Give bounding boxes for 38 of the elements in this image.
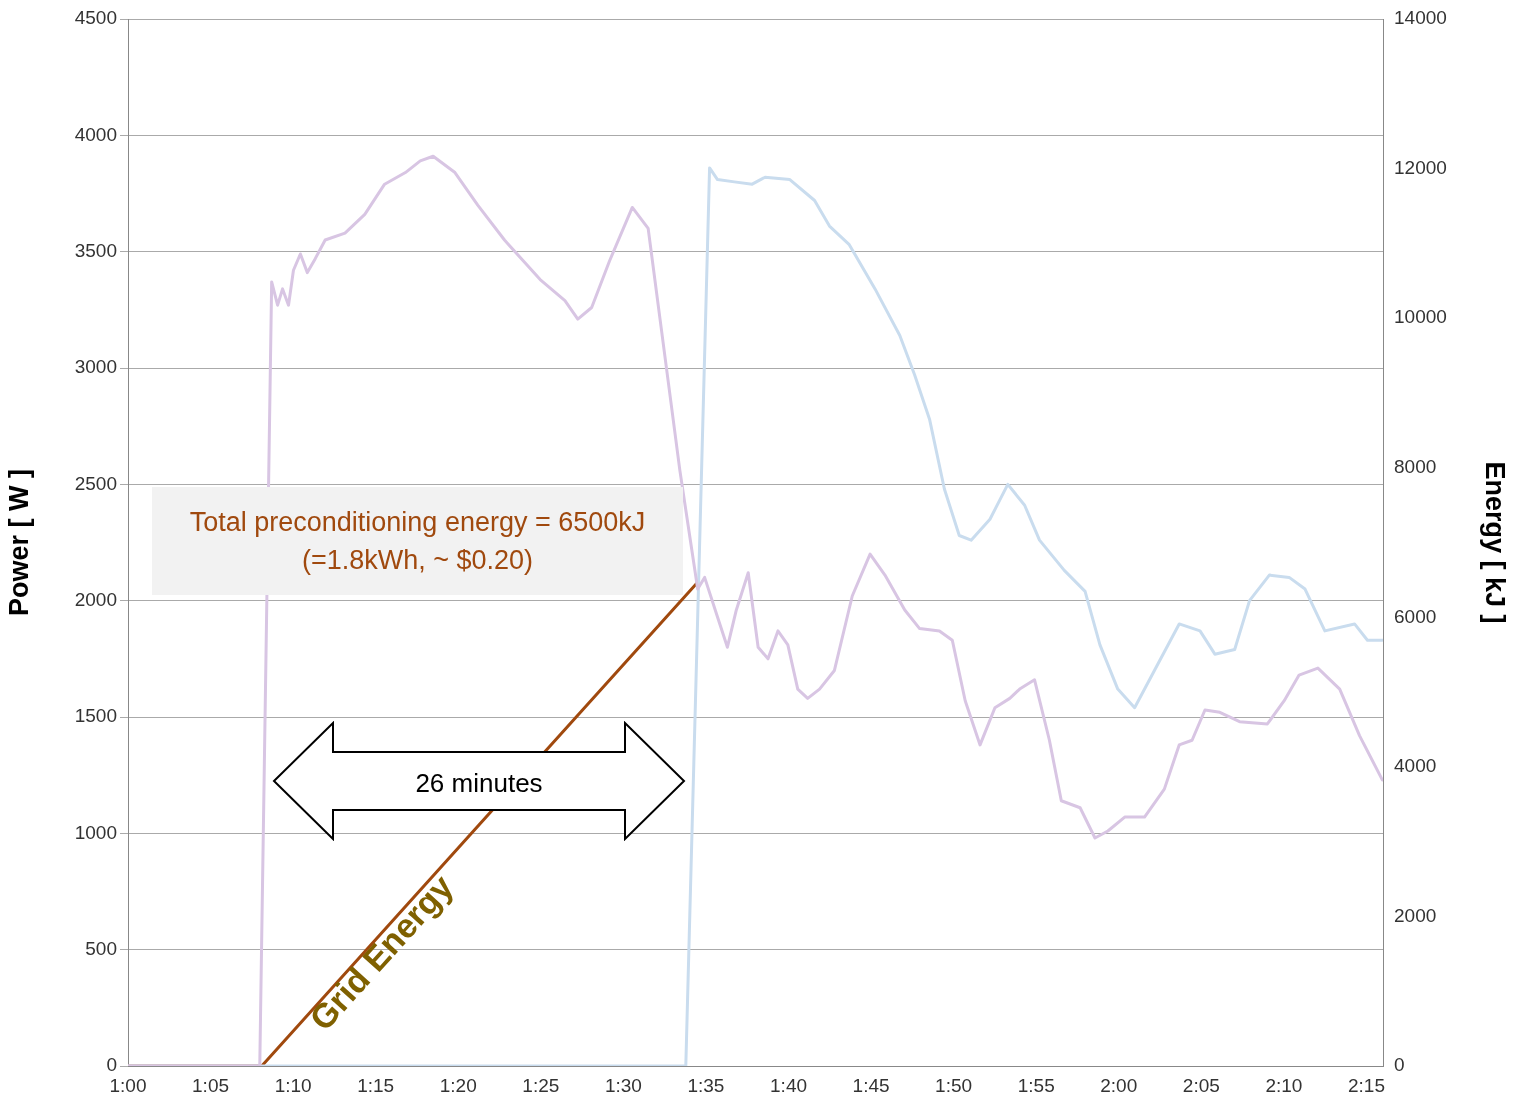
x-tick-label: 1:40 (770, 1074, 808, 1096)
y2-tick-label: 12000 (1394, 156, 1447, 178)
x-tick-label: 1:25 (522, 1074, 560, 1096)
x-tick-label: 1:10 (274, 1074, 312, 1096)
y2-tick-label: 8000 (1394, 455, 1437, 477)
x-tick-label: 1:20 (439, 1074, 477, 1096)
x-tick-label: 1:30 (604, 1074, 642, 1096)
y-tick-label: 4500 (74, 7, 117, 29)
x-tick-label: 2:05 (1182, 1074, 1220, 1096)
annotation: 26 minutes (414, 768, 544, 799)
x-tick-label: 1:00 (109, 1074, 147, 1096)
x-tick-label: 1:45 (852, 1074, 890, 1096)
x-tick-label: 1:15 (357, 1074, 395, 1096)
annotation: Total preconditioning energy = 6500kJ (=1.8kWh, ~ $0.20) (152, 487, 683, 595)
y2-axis-title: Energy [ kJ ] (1480, 461, 1511, 624)
y-tick-label: 1000 (74, 821, 117, 843)
y-tick-label: 3500 (74, 239, 117, 261)
x-tick-label: 1:50 (935, 1074, 973, 1096)
y-axis-title: Power [ W ] (3, 469, 34, 616)
y2-tick-label: 6000 (1394, 605, 1437, 627)
y-tick-label: 2000 (74, 588, 117, 610)
y2-tick-label: 4000 (1394, 755, 1437, 777)
y-tick-label: 500 (85, 937, 117, 959)
x-tick-label: 1:55 (1017, 1074, 1055, 1096)
x-tick-label: 1:05 (192, 1074, 230, 1096)
x-tick-label: 2:15 (1347, 1074, 1385, 1096)
y2-tick-label: 0 (1394, 1054, 1405, 1076)
y2-tick-label: 14000 (1394, 7, 1447, 29)
y2-tick-label: 10000 (1394, 306, 1447, 328)
y2-tick-label: 2000 (1394, 904, 1437, 926)
y-tick-label: 2500 (74, 472, 117, 494)
x-tick-label: 1:35 (687, 1074, 725, 1096)
x-tick-label: 2:10 (1265, 1074, 1303, 1096)
y-tick-label: 3000 (74, 356, 117, 378)
y-tick-label: 0 (106, 1054, 117, 1076)
y-tick-label: 1500 (74, 705, 117, 727)
x-tick-label: 2:00 (1100, 1074, 1138, 1096)
y-tick-label: 4000 (74, 123, 117, 145)
